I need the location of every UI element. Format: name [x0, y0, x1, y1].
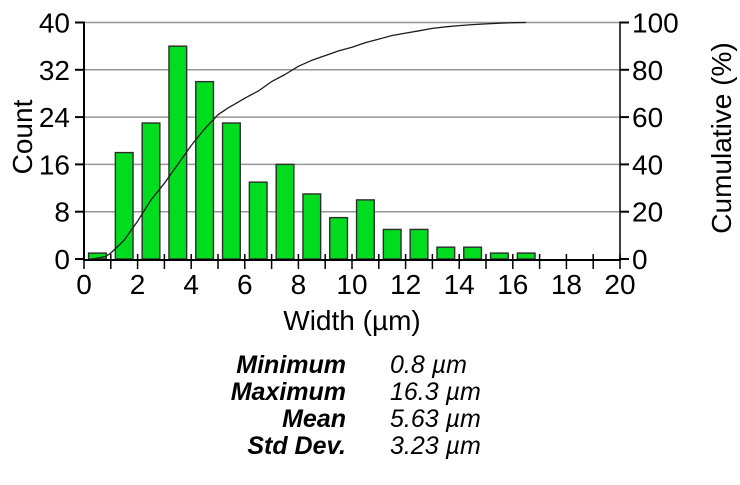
y-right-tick-label: 20	[632, 197, 663, 228]
histogram-bar	[141, 122, 161, 260]
histogram-bar	[275, 163, 295, 260]
stats-row-minimum: Minimum 0.8 µm	[0, 352, 740, 379]
stats-row-mean: Mean 5.63 µm	[0, 406, 740, 433]
x-tick-label: 10	[336, 269, 367, 300]
x-tick-label: 16	[497, 269, 528, 300]
y-axis-title-left: Count	[7, 99, 38, 174]
y-right-tick-label: 40	[632, 149, 663, 180]
stat-value: 16.3 µm	[390, 378, 481, 406]
cumulative-curve	[91, 21, 527, 260]
x-tick-label: 14	[444, 269, 475, 300]
y-right-tick-label: 60	[632, 102, 663, 133]
histogram-bar	[221, 122, 241, 260]
stat-value: 3.23 µm	[390, 432, 481, 460]
y-right-tick-label: 100	[632, 8, 679, 39]
x-tick-label: 18	[551, 269, 582, 300]
histogram-bar	[195, 80, 215, 260]
histogram-bar	[168, 45, 188, 260]
stat-value: 0.8 µm	[390, 351, 467, 379]
x-tick-label: 20	[604, 269, 635, 300]
stats-row-maximum: Maximum 16.3 µm	[0, 379, 740, 406]
histogram-bar	[355, 199, 375, 260]
x-tick-label: 0	[76, 269, 92, 300]
stat-value: 5.63 µm	[390, 405, 481, 433]
stats-table: Minimum 0.8 µm Maximum 16.3 µm Mean 5.63…	[0, 352, 740, 460]
x-axis-title: Width (µm)	[283, 305, 420, 336]
y-left-tick-label: 40	[39, 8, 70, 39]
x-tick-label: 12	[390, 269, 421, 300]
stat-label: Maximum	[230, 378, 346, 406]
x-tick-label: 4	[183, 269, 199, 300]
y-axis-title-right: Cumulative (%)	[706, 42, 737, 233]
stat-label: Mean	[282, 405, 346, 433]
histogram-bar	[463, 246, 483, 260]
y-left-tick-label: 24	[39, 102, 70, 133]
y-right-tick-label: 80	[632, 55, 663, 86]
histogram-bar	[489, 252, 509, 260]
y-left-tick-label: 8	[54, 197, 70, 228]
y-left-tick-label: 32	[39, 55, 70, 86]
stat-label: Minimum	[236, 351, 346, 379]
histogram-bar	[516, 252, 536, 260]
histogram-bar	[302, 193, 322, 260]
y-right-tick-label: 0	[632, 244, 648, 275]
histogram-bar	[436, 246, 456, 260]
y-left-tick-label: 0	[54, 244, 70, 275]
x-tick-label: 8	[291, 269, 307, 300]
y-left-tick-label: 16	[39, 149, 70, 180]
histogram-bar	[329, 216, 349, 260]
histogram-bar	[114, 151, 134, 260]
x-tick-label: 2	[130, 269, 146, 300]
x-tick-label: 6	[237, 269, 253, 300]
histogram-bar	[248, 181, 268, 260]
histogram-bar	[409, 228, 429, 260]
histogram-bar	[382, 228, 402, 260]
stats-row-stddev: Std Dev. 3.23 µm	[0, 433, 740, 460]
stat-label: Std Dev.	[247, 432, 346, 460]
